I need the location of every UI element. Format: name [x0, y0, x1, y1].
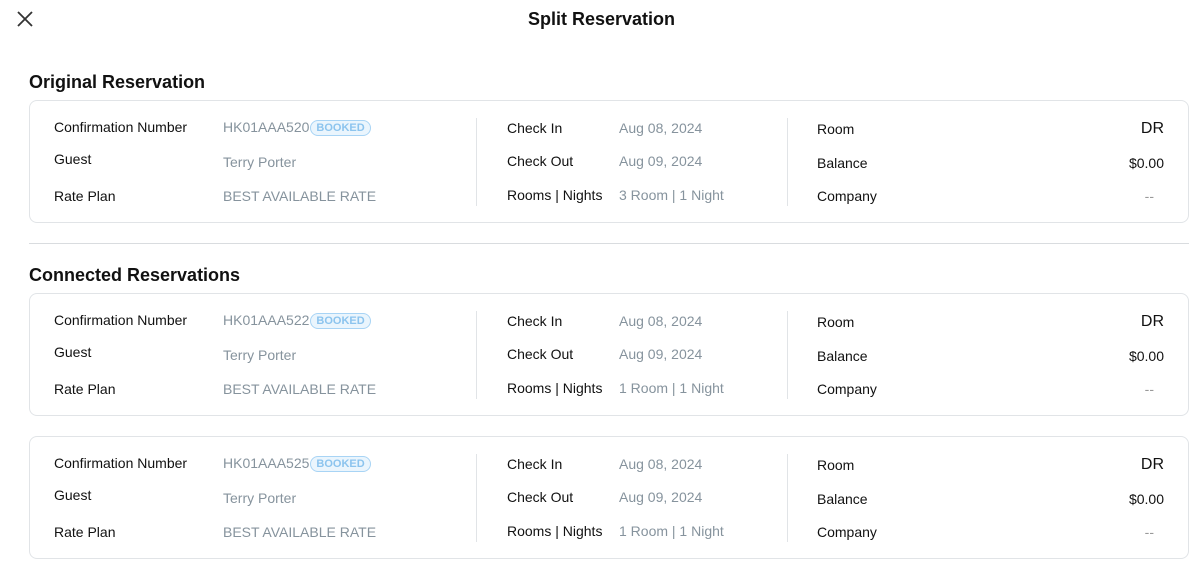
- guest-value: Terry Porter: [223, 154, 297, 170]
- column-divider: [787, 118, 788, 206]
- rooms-nights-value: 1 Room | 1 Night: [619, 380, 724, 396]
- column-divider: [476, 118, 477, 206]
- balance-label: Balance: [817, 155, 868, 171]
- original-reservation-card: Confirmation Number HK01AAA520 BOOKED Gue…: [29, 100, 1189, 223]
- rate-plan-label: Rate Plan: [54, 188, 116, 204]
- rate-plan-label: Rate Plan: [54, 381, 116, 397]
- check-out-label: Check Out: [507, 346, 574, 362]
- rate-plan-value: BEST AVAILABLE RATE: [223, 381, 377, 397]
- guest-label: Guest: [54, 151, 92, 167]
- column-divider: [476, 311, 477, 399]
- company-label: Company: [817, 524, 877, 540]
- room-value: DR: [1140, 120, 1164, 137]
- guest-label: Guest: [54, 487, 92, 503]
- room-label: Room: [817, 314, 855, 330]
- connected-reservation-card: Confirmation Number HK01AAA525 BOOKED Gue…: [29, 436, 1189, 559]
- company-label: Company: [817, 381, 877, 397]
- connected-reservation-card: Confirmation Number HK01AAA522 BOOKED Gue…: [29, 293, 1189, 416]
- check-out-value: Aug 09, 2024: [619, 346, 703, 362]
- confirmation-number: HK01AAA520 BOOKED: [223, 119, 371, 136]
- check-in-value: Aug 08, 2024: [619, 456, 703, 472]
- status-badge: BOOKED: [310, 456, 371, 472]
- room-value: DR: [1140, 456, 1164, 473]
- confirmation-value: HK01AAA525: [223, 455, 310, 471]
- original-reservation-heading: Original Reservation: [29, 72, 206, 92]
- company-value: --: [1144, 524, 1154, 540]
- rooms-nights-value: 3 Room | 1 Night: [619, 187, 724, 203]
- balance-label: Balance: [817, 348, 868, 364]
- rooms-nights-value: 1 Room | 1 Night: [619, 523, 724, 539]
- check-out-value: Aug 09, 2024: [619, 153, 703, 169]
- balance-value: $0.00: [1128, 491, 1164, 507]
- confirmation-label: Confirmation Number: [54, 312, 188, 328]
- close-icon[interactable]: [14, 8, 36, 30]
- page-title: Split Reservation: [527, 9, 676, 29]
- guest-value: Terry Porter: [223, 347, 297, 363]
- balance-value: $0.00: [1128, 155, 1164, 171]
- check-in-label: Check In: [507, 313, 563, 329]
- column-divider: [476, 454, 477, 542]
- room-label: Room: [817, 121, 855, 137]
- company-label: Company: [817, 188, 877, 204]
- check-in-label: Check In: [507, 456, 563, 472]
- check-in-label: Check In: [507, 120, 563, 136]
- balance-value: $0.00: [1128, 348, 1164, 364]
- check-out-label: Check Out: [507, 489, 574, 505]
- confirmation-value: HK01AAA522: [223, 312, 310, 328]
- room-label: Room: [817, 457, 855, 473]
- confirmation-label: Confirmation Number: [54, 119, 188, 135]
- confirmation-label: Confirmation Number: [54, 455, 188, 471]
- check-out-label: Check Out: [507, 153, 574, 169]
- column-divider: [787, 311, 788, 399]
- company-value: --: [1144, 188, 1154, 204]
- rate-plan-value: BEST AVAILABLE RATE: [223, 188, 377, 204]
- confirmation-number: HK01AAA525 BOOKED: [223, 455, 371, 472]
- guest-value: Terry Porter: [223, 490, 297, 506]
- room-value: DR: [1140, 313, 1164, 330]
- guest-label: Guest: [54, 344, 92, 360]
- rooms-nights-label: Rooms | Nights: [507, 523, 603, 539]
- check-in-value: Aug 08, 2024: [619, 313, 703, 329]
- rate-plan-value: BEST AVAILABLE RATE: [223, 524, 377, 540]
- status-badge: BOOKED: [310, 120, 371, 136]
- confirmation-value: HK01AAA520: [223, 119, 310, 135]
- status-badge: BOOKED: [310, 313, 371, 329]
- section-divider: [29, 243, 1189, 244]
- rooms-nights-label: Rooms | Nights: [507, 380, 603, 396]
- check-out-value: Aug 09, 2024: [619, 489, 703, 505]
- connected-reservations-heading: Connected Reservations: [29, 265, 241, 285]
- rooms-nights-label: Rooms | Nights: [507, 187, 603, 203]
- balance-label: Balance: [817, 491, 868, 507]
- rate-plan-label: Rate Plan: [54, 524, 116, 540]
- confirmation-number: HK01AAA522 BOOKED: [223, 312, 371, 329]
- check-in-value: Aug 08, 2024: [619, 120, 703, 136]
- company-value: --: [1144, 381, 1154, 397]
- column-divider: [787, 454, 788, 542]
